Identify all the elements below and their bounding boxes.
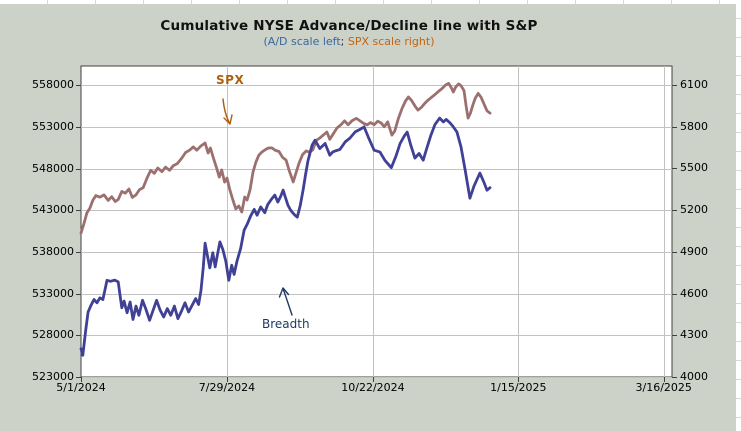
y-axis-left-label: 523000 (32, 370, 74, 383)
y-axis-right-label: 4000 (680, 370, 708, 383)
y-axis-left-label: 558000 (32, 78, 74, 92)
x-axis-label: 7/29/2024 (198, 381, 256, 394)
subtitle-separator: ; (340, 35, 348, 48)
y-axis-right-label: 6100 (680, 78, 708, 92)
y-axis-right-label: 5200 (680, 203, 708, 217)
subtitle-spx-scale-text: SPX scale right) (347, 35, 435, 48)
worksheet-cells-top-strip (0, 0, 741, 4)
x-axis-label: 3/16/2025 (635, 381, 692, 394)
y-axis-right-label: 4300 (680, 328, 708, 342)
breadth-series-label: Breadth (262, 317, 310, 331)
y-axis-left-label: 528000 (32, 328, 74, 342)
y-axis-left-label: 548000 (32, 161, 74, 175)
subtitle-ad-scale-text: (A/D scale left (263, 35, 341, 48)
x-axis-label: 5/1/2024 (56, 381, 106, 394)
y-axis-right-label: 4900 (680, 244, 708, 258)
ad-line-chart: Cumulative NYSE Advance/Decline line wit… (0, 4, 736, 431)
x-axis-label: 1/15/2025 (490, 381, 547, 394)
y-axis-left-label: 543000 (32, 203, 74, 217)
y-axis-right-label: 4600 (680, 286, 708, 300)
chart-title: Cumulative NYSE Advance/Decline line wit… (160, 18, 538, 34)
x-axis-label: 10/22/2024 (341, 381, 405, 394)
y-axis-left-label: 538000 (32, 244, 74, 258)
y-axis-right-label: 5800 (680, 119, 708, 133)
worksheet-cells-right-strip (736, 0, 741, 431)
chart-subtitle: (A/D scale left; SPX scale right) (0, 35, 698, 48)
spx-series-label: SPX (216, 73, 245, 87)
y-axis-right-label: 5500 (680, 161, 708, 175)
y-axis-left-label: 533000 (32, 286, 74, 300)
y-axis-left-label: 553000 (32, 119, 74, 133)
